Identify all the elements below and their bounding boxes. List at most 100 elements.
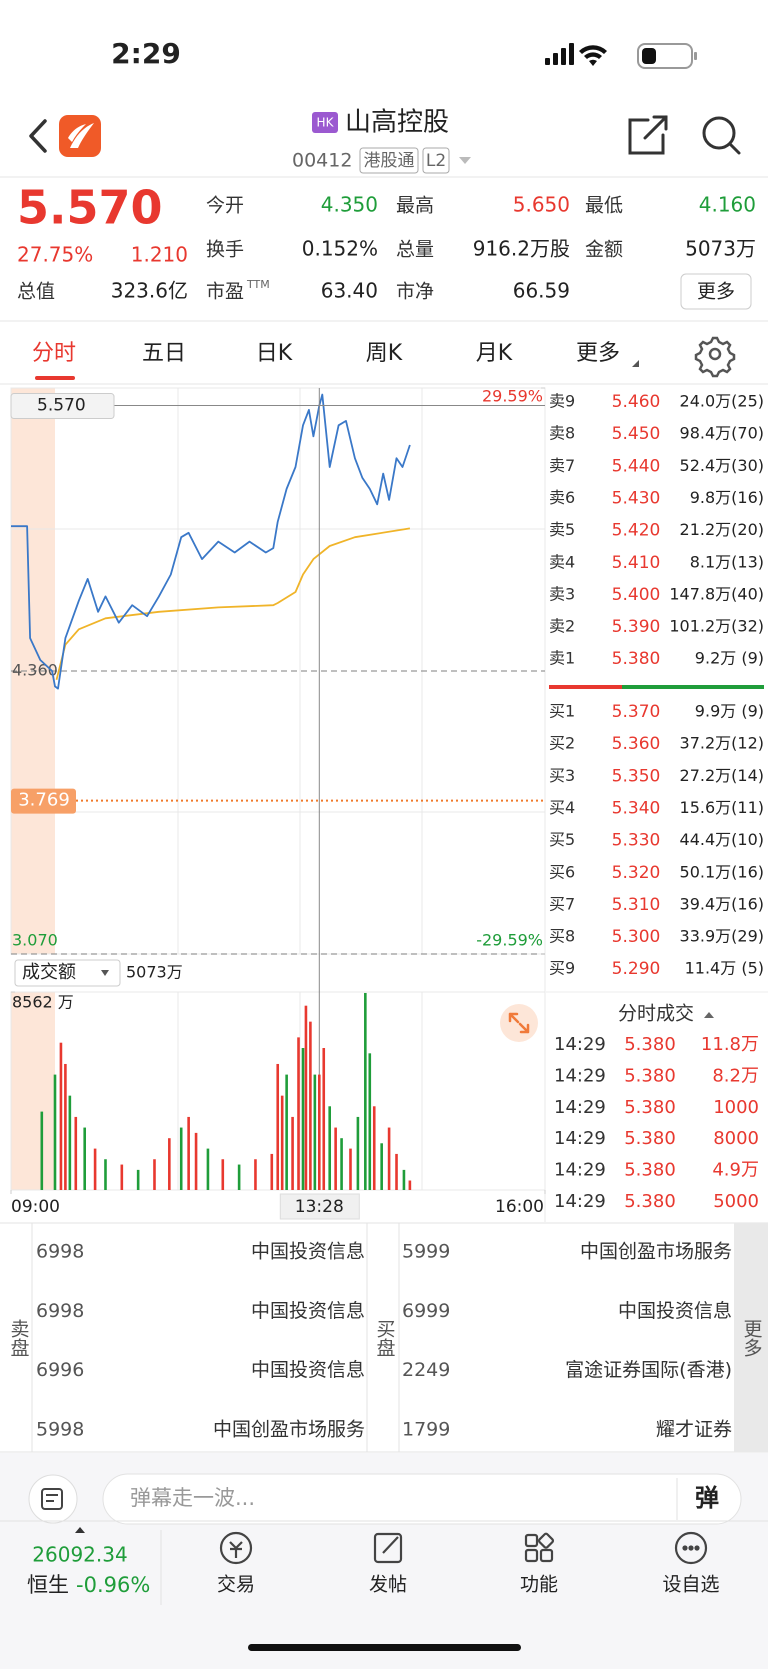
book-price: 5.390 <box>612 617 661 637</box>
book-volume: 44.4万(10) <box>680 830 764 849</box>
volume-bar <box>408 1180 412 1190</box>
volume-tick-label: 8562 万 <box>12 993 74 1012</box>
tab[interactable]: 更多 <box>576 341 620 366</box>
book-volume: 52.4万(30) <box>680 456 764 475</box>
stat-label: 总值 <box>17 281 55 303</box>
book-price: 5.420 <box>612 521 661 541</box>
book-volume: 8.1万(13) <box>690 552 764 571</box>
book-label: 买7 <box>549 894 575 913</box>
index-change[interactable]: -0.96% <box>76 1573 150 1597</box>
tape-price: 5.380 <box>624 1160 676 1181</box>
selector-arrow <box>101 970 109 976</box>
broker-count: 1799 <box>402 1418 450 1440</box>
circle <box>694 1545 700 1551</box>
stat-label: 金额 <box>585 239 623 261</box>
trade-tape: 分时成交 14:29 5.380 11.8万 14:29 5.380 8.2万 14:29 5.… <box>554 1003 759 1213</box>
tab-active[interactable]: 分时 <box>32 341 76 366</box>
book-label: 买6 <box>549 862 575 881</box>
volume-bar <box>285 1074 288 1190</box>
tag-box <box>359 147 419 174</box>
volume-bar <box>74 1116 78 1190</box>
nav-item[interactable]: 功能 <box>520 1574 558 1596</box>
broker-more[interactable]: 更多 <box>741 1319 763 1357</box>
broker-name: 中国创盈市场服务 <box>213 1418 365 1440</box>
dropdown-arrow[interactable] <box>459 157 471 164</box>
crosshair-time: 13:28 <box>295 1197 344 1217</box>
volume-bar <box>349 1148 352 1190</box>
book-volume: 33.9万(29) <box>680 927 764 946</box>
broker-count: 5998 <box>36 1418 84 1440</box>
more-button-bg[interactable] <box>680 273 752 310</box>
index-name[interactable]: 恒生 <box>27 1573 69 1597</box>
broker-name: 中国投资信息 <box>251 1241 365 1263</box>
book-ratio-bid <box>622 685 764 689</box>
nav-item[interactable]: 设自选 <box>662 1574 719 1596</box>
market-badge: HK <box>317 116 335 130</box>
book-mask <box>546 992 768 1222</box>
volume-bar <box>356 1116 360 1190</box>
volume-bar <box>402 1169 406 1190</box>
book-label: 卖3 <box>549 584 575 603</box>
share-button[interactable] <box>628 115 668 155</box>
rect <box>545 58 550 65</box>
book-price: 5.410 <box>612 553 661 573</box>
rect <box>637 43 693 69</box>
selector-box[interactable] <box>14 959 121 987</box>
broker-count: 6996 <box>36 1359 84 1381</box>
book-volume: 9.8万(16) <box>690 488 764 507</box>
rect <box>561 48 566 65</box>
search-button[interactable] <box>702 116 741 155</box>
book-volume: 11.4万 (5) <box>685 959 764 978</box>
danmaku-toggle[interactable] <box>28 1474 78 1524</box>
rect <box>524 1533 539 1548</box>
settings-button[interactable] <box>694 336 736 378</box>
broker-rows: 6998 中国投资信息 6998 中国投资信息 6996 中国投资信息 5998 中国创盈市场… <box>36 1241 732 1441</box>
market-badge-bg <box>312 112 338 133</box>
tab[interactable]: 周K <box>366 341 403 366</box>
index-value[interactable]: 26092.34 <box>32 1543 127 1567</box>
path <box>579 45 607 66</box>
tape-arrow <box>704 1012 714 1018</box>
stock-code: 00412 <box>292 150 352 172</box>
broker-count: 5999 <box>402 1241 450 1263</box>
volume-bar <box>313 1074 317 1190</box>
comment-input[interactable] <box>102 1473 742 1525</box>
book-volume: 39.4万(16) <box>680 894 764 913</box>
nav-item[interactable]: 交易 <box>217 1574 255 1596</box>
change-pct: 27.75% <box>17 243 93 267</box>
path <box>508 1012 530 1034</box>
stat-value: 323.6亿 <box>111 279 188 303</box>
stock-name: 山高控股 <box>345 108 449 138</box>
tape-price: 5.380 <box>624 1065 676 1086</box>
danmaku-button[interactable]: 弹 <box>695 1484 719 1512</box>
volume-bar <box>368 1053 372 1190</box>
tape-time: 14:29 <box>554 1128 606 1149</box>
path <box>694 336 736 378</box>
broker-more-bg[interactable] <box>734 1223 768 1452</box>
volume-bar <box>372 1106 376 1190</box>
rect <box>642 48 656 64</box>
circle <box>674 1531 708 1565</box>
comment-placeholder[interactable]: 弹幕走一波... <box>130 1486 255 1510</box>
tape-volume: 11.8万 <box>701 1034 759 1055</box>
book-volume: 9.9万 (9) <box>695 702 764 721</box>
book-label: 买2 <box>549 734 575 753</box>
stat-suffix: TTM <box>246 278 270 291</box>
tape-time: 14:29 <box>554 1034 606 1055</box>
book-label: 卖4 <box>549 552 575 571</box>
volume-selector[interactable]: 成交额 <box>22 962 76 983</box>
volume-bar <box>364 992 367 1190</box>
book-price: 5.370 <box>612 702 661 722</box>
circle <box>708 347 722 361</box>
more-button[interactable]: 更多 <box>697 281 735 303</box>
expand-button[interactable] <box>500 1004 538 1042</box>
tab[interactable]: 日K <box>256 341 293 366</box>
nav-item[interactable]: 发帖 <box>369 1574 407 1596</box>
back-button[interactable] <box>29 119 47 153</box>
path <box>643 115 668 140</box>
tab[interactable]: 五日 <box>142 341 186 366</box>
volume-bar <box>395 1153 398 1190</box>
tab[interactable]: 月K <box>476 341 513 366</box>
